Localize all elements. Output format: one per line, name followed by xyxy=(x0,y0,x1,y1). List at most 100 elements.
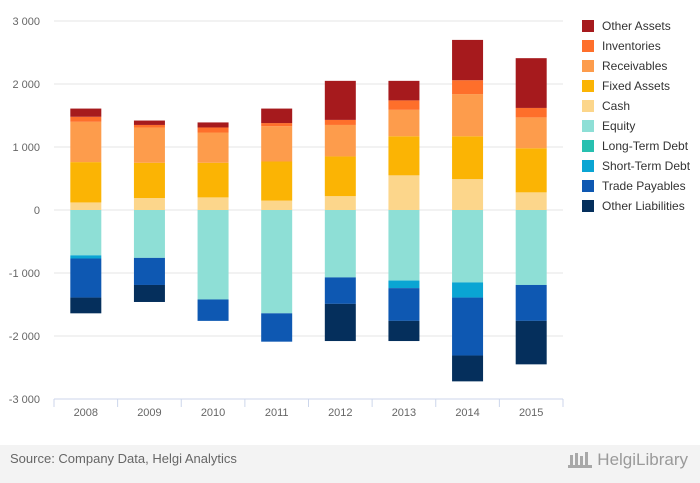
bar-segment xyxy=(261,126,293,162)
bar-segment xyxy=(452,80,484,95)
bar-segment xyxy=(133,257,165,285)
bar-segment xyxy=(133,210,165,258)
bar-segment xyxy=(324,156,356,197)
legend-label: Other Liabilities xyxy=(602,199,685,213)
legend-label: Receivables xyxy=(602,59,668,73)
brand-name: HelgiLibrary xyxy=(597,450,688,469)
brand-logo[interactable]: HelgiLibrary xyxy=(567,450,688,470)
y-tick-label: -3 000 xyxy=(9,394,40,406)
legend-item[interactable]: Cash xyxy=(582,96,690,116)
bar-segment xyxy=(70,108,102,117)
y-tick-label: -1 000 xyxy=(9,268,40,280)
bar-segment xyxy=(452,136,484,180)
y-tick-label: 0 xyxy=(34,205,40,217)
bar-segment xyxy=(133,284,165,302)
y-tick-label: 3 000 xyxy=(12,16,40,28)
legend-swatch xyxy=(582,180,594,192)
bar-segment xyxy=(261,210,293,314)
legend-item[interactable]: Other Liabilities xyxy=(582,196,690,216)
bar-segment xyxy=(452,179,484,210)
x-tick-label: 2012 xyxy=(328,407,352,419)
bar-segment xyxy=(70,116,102,122)
x-axis: 2008 2009 2010 2011 2012 2013 2014 2015 xyxy=(53,398,564,419)
legend-item[interactable]: Long-Term Debt xyxy=(582,136,690,156)
bar-segment xyxy=(197,197,229,210)
legend-swatch xyxy=(582,200,594,212)
bar-segment xyxy=(133,124,165,128)
bar-segment xyxy=(515,284,547,321)
legend-item[interactable]: Short-Term Debt xyxy=(582,156,690,176)
legend-label: Inventories xyxy=(602,39,661,53)
legend-swatch xyxy=(582,100,594,112)
bar-segment xyxy=(324,303,356,342)
x-tick-label: 2010 xyxy=(201,407,225,419)
bar-segment xyxy=(388,136,420,176)
bar-segment xyxy=(197,132,229,163)
legend-swatch xyxy=(582,40,594,52)
y-tick-label: 1 000 xyxy=(12,142,40,154)
bar-segment xyxy=(324,80,356,120)
legend-item[interactable]: Fixed Assets xyxy=(582,76,690,96)
bar-segment xyxy=(197,299,229,321)
stacked-bar-chart: -3 000 -2 000 -1 000 0 1 000 2 000 3 000 2008 2… xyxy=(9,16,564,419)
bar-segment xyxy=(261,161,293,201)
bar-segment xyxy=(133,127,165,163)
legend-item[interactable]: Trade Payables xyxy=(582,176,690,196)
bar-segment xyxy=(515,210,547,285)
bar-segment xyxy=(324,196,356,210)
legend-swatch xyxy=(582,140,594,152)
x-tick-label: 2009 xyxy=(137,407,161,419)
bar-segment xyxy=(388,288,420,321)
bar-segment xyxy=(70,202,102,210)
bar-segment xyxy=(388,320,420,342)
legend-label: Cash xyxy=(602,99,631,113)
bar-segment xyxy=(261,123,293,127)
library-icon xyxy=(568,452,593,468)
y-tick-label: -2 000 xyxy=(9,331,40,343)
legend-label: Trade Payables xyxy=(602,179,686,193)
bar-segment xyxy=(70,121,102,163)
legend-swatch xyxy=(582,160,594,172)
bar-segment xyxy=(452,210,484,283)
bar-segment xyxy=(261,108,293,124)
x-tick-label: 2013 xyxy=(392,407,416,419)
bar-segment xyxy=(515,107,547,118)
y-axis: -3 000 -2 000 -1 000 0 1 000 2 000 3 000 xyxy=(9,16,40,406)
x-tick-label: 2008 xyxy=(74,407,98,419)
legend-item[interactable]: Receivables xyxy=(582,56,690,76)
legend-label: Long-Term Debt xyxy=(602,139,689,153)
x-tick-label: 2011 xyxy=(265,407,289,419)
legend-item[interactable]: Inventories xyxy=(582,36,690,56)
legend-label: Other Assets xyxy=(602,19,671,33)
legend-label: Equity xyxy=(602,119,636,133)
bar-segment xyxy=(70,258,102,298)
bar-segment xyxy=(452,355,484,382)
bar-segment xyxy=(324,119,356,125)
bar-segment xyxy=(452,282,484,298)
bar-segment xyxy=(197,162,229,198)
bar-segment xyxy=(324,124,356,157)
legend-item[interactable]: Equity xyxy=(582,116,690,136)
bar-segment xyxy=(388,80,420,101)
bar-segment xyxy=(515,148,547,193)
bar-segment xyxy=(70,210,102,256)
bar-segment xyxy=(388,109,420,137)
bar-segment xyxy=(70,255,102,259)
legend-swatch xyxy=(582,80,594,92)
bar-stacks xyxy=(70,39,547,382)
legend-label: Fixed Assets xyxy=(602,79,671,93)
bar-segment xyxy=(388,100,420,110)
x-tick-label: 2015 xyxy=(519,407,543,419)
bar-segment xyxy=(197,122,229,128)
y-tick-label: 2 000 xyxy=(12,79,40,91)
bar-segment xyxy=(261,313,293,342)
bar-segment xyxy=(70,162,102,203)
bar-segment xyxy=(197,210,229,300)
bar-segment xyxy=(515,117,547,149)
source-note: Source: Company Data, Helgi Analytics xyxy=(10,451,237,466)
bar-segment xyxy=(388,280,420,289)
legend-swatch xyxy=(582,60,594,72)
bar-segment xyxy=(133,162,165,199)
legend-item[interactable]: Other Assets xyxy=(582,16,690,36)
bar-segment xyxy=(324,210,356,278)
